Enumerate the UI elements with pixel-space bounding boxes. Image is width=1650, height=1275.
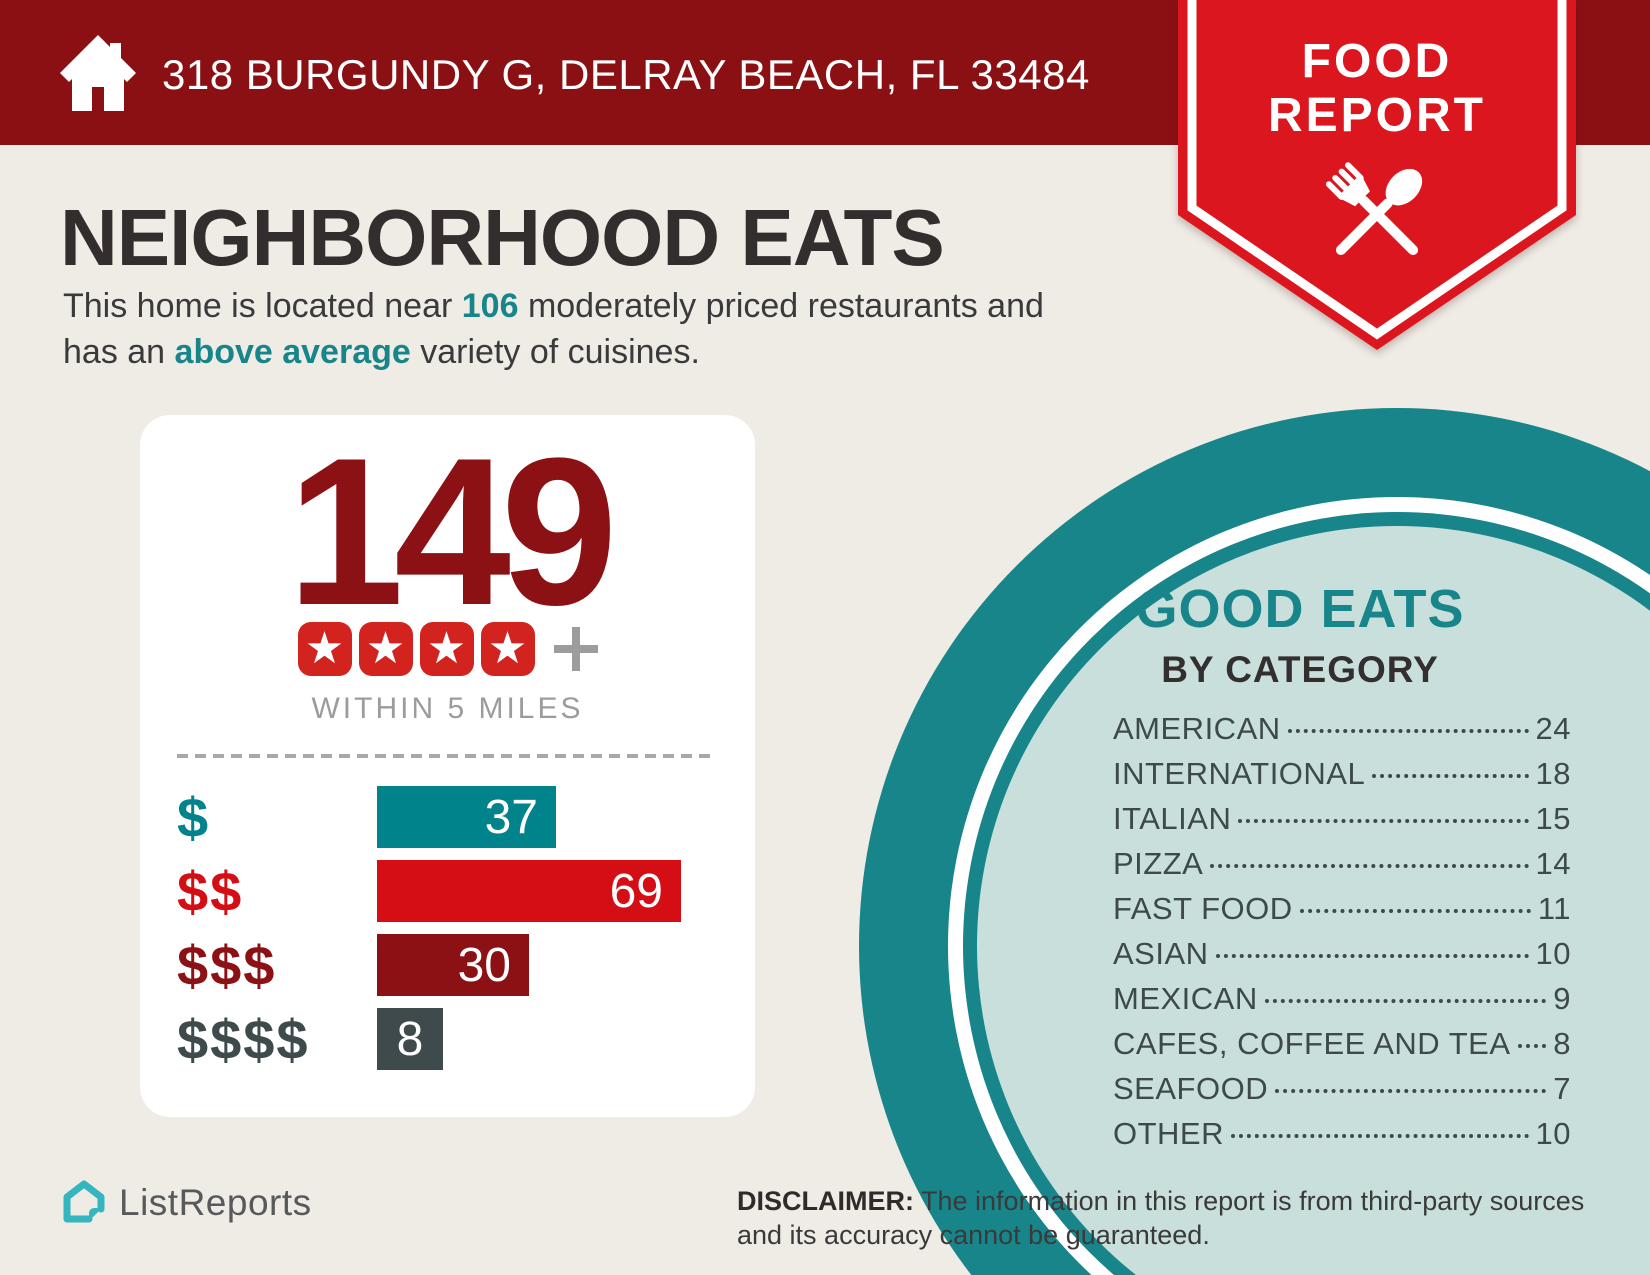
price-bar-row: $$$$ 8 [177, 1007, 755, 1071]
category-value: 11 [1537, 891, 1571, 926]
intro-text: This home is located near 106 moderately… [63, 283, 1044, 375]
disclaimer-label: DISCLAIMER: [737, 1186, 914, 1216]
variety-highlight: above average [174, 333, 411, 371]
star-rating: ★ ★ ★ ★ [140, 622, 755, 676]
category-value: 9 [1553, 981, 1571, 1016]
star-icon: ★ [358, 622, 413, 676]
price-bar-value: 69 [609, 864, 663, 918]
intro-line2-c: variety of cuisines. [410, 333, 700, 371]
dotted-leader [1287, 729, 1529, 733]
listreports-house-icon [63, 1180, 105, 1223]
ribbon-title-line2: REPORT [1267, 89, 1486, 142]
price-bar: 8 [377, 1008, 443, 1070]
restaurant-count-highlight: 106 [461, 287, 519, 325]
category-row: MEXICAN 9 [1113, 982, 1571, 1016]
dotted-leader [1299, 909, 1531, 913]
page-title: NEIGHBORHOOD EATS [60, 193, 945, 282]
ribbon-title-line1: FOOD [1301, 35, 1453, 88]
category-row: OTHER 10 [1113, 1117, 1571, 1151]
price-bar-row: $37 [177, 785, 755, 849]
listreports-wordmark: ListReports [119, 1182, 312, 1223]
category-row: CAFES, COFFEE AND TEA 8 [1113, 1027, 1571, 1061]
category-label: ITALIAN [1113, 801, 1232, 836]
star-icon: ★ [297, 622, 352, 676]
category-value: 10 [1535, 936, 1571, 971]
dotted-leader [1517, 1044, 1547, 1048]
dotted-leader [1210, 864, 1529, 868]
star-icon: ★ [419, 622, 474, 676]
price-tier-label: $$$$ [177, 1007, 310, 1071]
category-value: 14 [1535, 846, 1571, 881]
price-bar-value: 30 [457, 938, 511, 992]
listreports-logo: ListReports [62, 1180, 312, 1226]
category-row: ITALIAN 15 [1113, 802, 1571, 836]
price-tier-label: $ [177, 785, 211, 849]
dotted-leader [1215, 954, 1529, 958]
category-row: FAST FOOD 11 [1113, 892, 1571, 926]
dotted-leader [1238, 819, 1529, 823]
category-row: ASIAN 10 [1113, 937, 1571, 971]
dotted-leader [1231, 1134, 1529, 1138]
good-eats-heading: GOOD EATS BY CATEGORY [1040, 578, 1560, 691]
price-bar: 69 [377, 860, 681, 922]
category-label: MEXICAN [1113, 981, 1258, 1016]
price-bar-row: $$$ 30 [177, 933, 755, 997]
category-row: PIZZA 14 [1113, 847, 1571, 881]
category-label: AMERICAN [1113, 711, 1281, 746]
intro-line1-a: This home is located near [63, 287, 462, 325]
category-list: AMERICAN 24 INTERNATIONAL 18 ITALIAN 15 PIZZA 1… [1113, 712, 1571, 1162]
restaurant-stat-card: 149 ★ ★ ★ ★ WITHIN 5 MILES $37 $$ 69 $$$ 30 $$$$… [140, 415, 755, 1117]
intro-line1-c: moderately priced restaurants and [518, 287, 1044, 325]
dotted-leader [1275, 1089, 1547, 1093]
plus-icon [553, 627, 598, 671]
category-value: 7 [1553, 1071, 1571, 1106]
intro-line2-a: has an [63, 333, 175, 371]
star-icon: ★ [480, 622, 535, 676]
good-eats-title: GOOD EATS [1135, 579, 1465, 639]
food-report-ribbon: FOOD REPORT [1178, 0, 1576, 352]
disclaimer-body: The information in this report is from t… [737, 1186, 1585, 1250]
within-miles-label: WITHIN 5 MILES [311, 692, 584, 725]
price-bar: 37 [377, 786, 556, 848]
dashed-divider [177, 754, 713, 758]
category-row: INTERNATIONAL 18 [1113, 757, 1571, 791]
price-bar-row: $$ 69 [177, 859, 755, 923]
category-value: 24 [1535, 711, 1571, 746]
spoon-fork-icon [1325, 162, 1423, 256]
dotted-leader [1372, 774, 1529, 778]
price-bar: 30 [377, 934, 529, 996]
good-eats-subtitle: BY CATEGORY [1161, 649, 1439, 690]
category-label: PIZZA [1113, 846, 1204, 881]
category-label: OTHER [1113, 1116, 1224, 1151]
price-bar-value: 37 [484, 790, 538, 844]
category-value: 10 [1535, 1116, 1571, 1151]
price-bar-value: 8 [396, 1012, 424, 1066]
category-label: INTERNATIONAL [1113, 756, 1366, 791]
disclaimer-text: DISCLAIMER: The information in this repo… [737, 1184, 1597, 1252]
category-value: 15 [1535, 801, 1571, 836]
category-value: 18 [1535, 756, 1571, 791]
price-tier-bar-chart: $37 $$ 69 $$$ 30 $$$$ 8 [177, 786, 755, 1082]
category-label: SEAFOOD [1113, 1071, 1269, 1106]
category-value: 8 [1553, 1026, 1571, 1061]
category-label: CAFES, COFFEE AND TEA [1113, 1026, 1511, 1061]
category-row: AMERICAN 24 [1113, 712, 1571, 746]
category-label: FAST FOOD [1113, 891, 1293, 926]
dotted-leader [1264, 999, 1547, 1003]
home-icon [60, 35, 136, 111]
restaurant-total-count: 149 [287, 414, 617, 649]
category-row: SEAFOOD 7 [1113, 1072, 1571, 1106]
price-tier-label: $$$ [177, 933, 277, 997]
category-label: ASIAN [1113, 936, 1209, 971]
property-address: 318 BURGUNDY G, DELRAY BEACH, FL 33484 [162, 51, 1090, 98]
price-tier-label: $$ [177, 859, 244, 923]
